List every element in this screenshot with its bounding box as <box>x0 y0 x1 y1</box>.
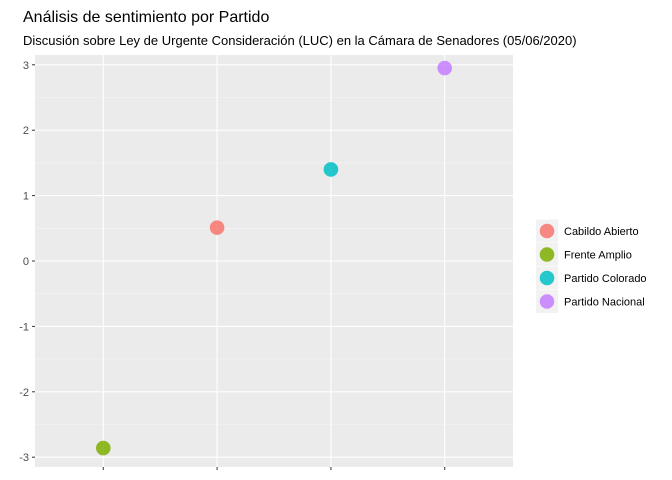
data-points <box>95 60 453 456</box>
y-tick-label: 3 <box>23 60 29 72</box>
legend-label: Cabildo Abierto <box>564 226 639 238</box>
axes: -3 -2 -1 0 1 2 3 <box>19 60 446 470</box>
y-tick-label: 0 <box>23 256 29 268</box>
legend-key <box>539 223 555 239</box>
legend-key <box>539 294 555 309</box>
data-point <box>323 162 339 177</box>
data-point <box>95 440 111 456</box>
y-tick-label: -2 <box>19 387 29 399</box>
legend-label: Partido Colorado <box>564 273 647 285</box>
legend-key <box>539 247 555 262</box>
legend-key <box>539 270 555 286</box>
data-point <box>209 220 225 235</box>
y-tick-label: -3 <box>19 452 29 464</box>
y-tick-label: 1 <box>23 191 29 203</box>
y-tick-label: -1 <box>19 321 29 333</box>
chart-title: Análisis de sentimiento por Partido <box>23 9 269 26</box>
legend: Cabildo Abierto Frente Amplio Partido Colo… <box>536 219 647 313</box>
data-point <box>437 60 453 76</box>
chart-subtitle: Discusión sobre Ley de Urgente Considera… <box>23 33 577 48</box>
legend-label: Partido Nacional <box>564 297 645 309</box>
legend-label: Frente Amplio <box>564 250 632 262</box>
grid-lines <box>35 55 513 467</box>
y-tick-label: 2 <box>23 125 29 137</box>
